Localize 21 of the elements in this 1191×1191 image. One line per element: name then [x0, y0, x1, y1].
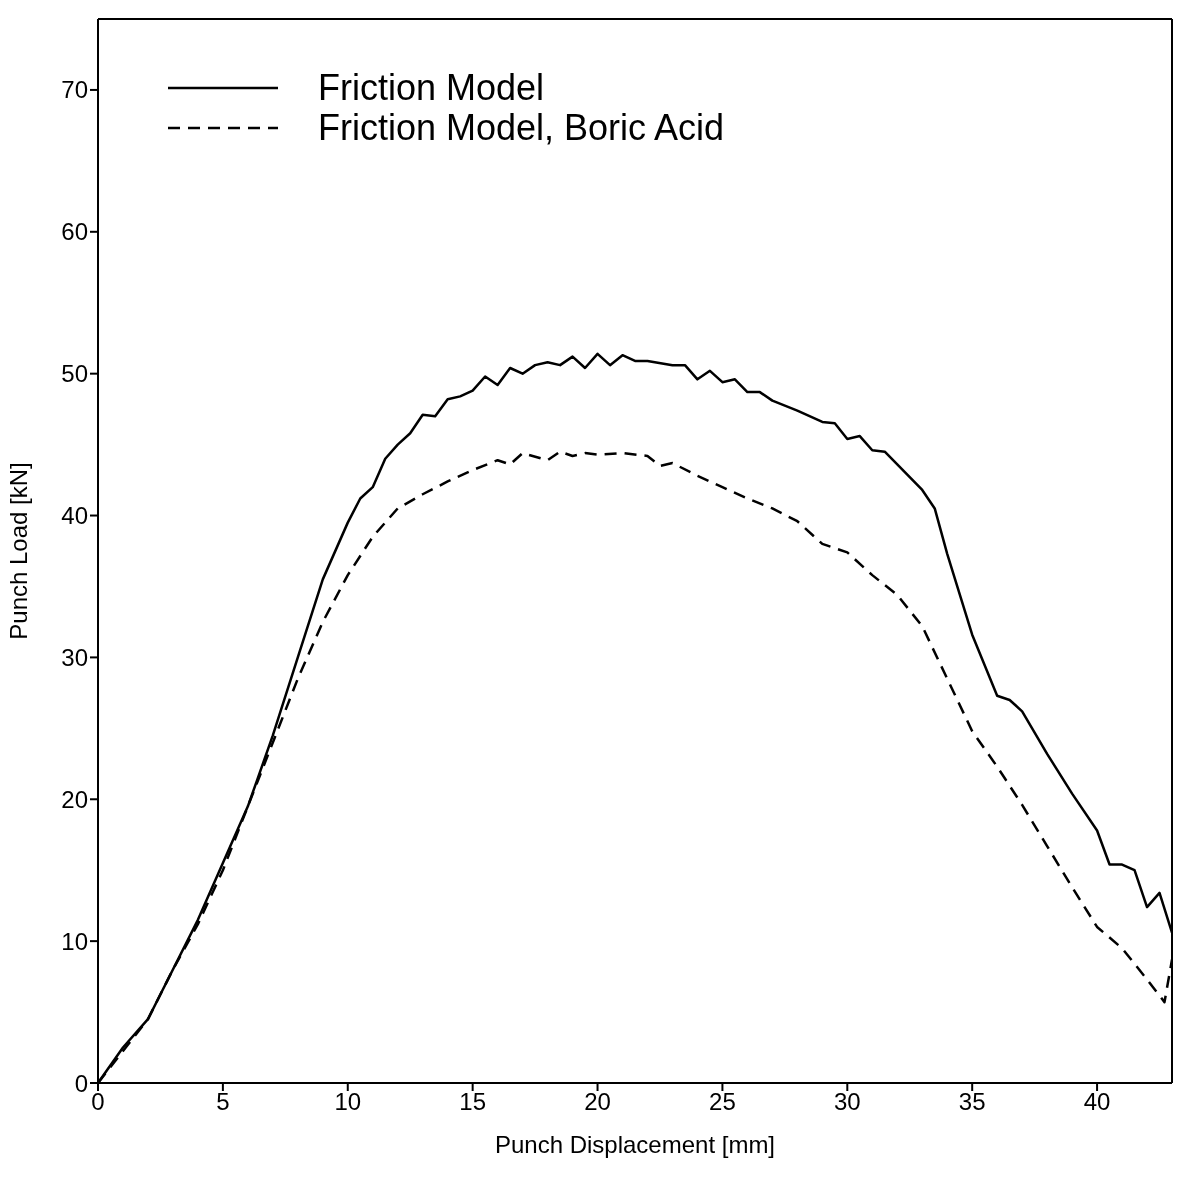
x-tick-label: 35	[958, 1088, 986, 1116]
y-tick-label: 40	[61, 502, 88, 530]
y-tick-label: 70	[61, 76, 88, 104]
x-tick-label: 40	[1083, 1088, 1111, 1116]
legend-label: Friction Model	[318, 67, 545, 108]
x-tick-label: 5	[216, 1088, 230, 1116]
x-tick-label: 10	[334, 1088, 362, 1116]
x-tick-label: 20	[584, 1088, 611, 1116]
x-tick-label: 30	[833, 1088, 861, 1116]
x-tick-label: 25	[709, 1088, 736, 1116]
y-tick-label: 20	[61, 785, 88, 813]
y-axis-title: Punch Load [kN]	[4, 462, 32, 640]
y-tick-label: 30	[61, 643, 88, 671]
x-axis-title: Punch Displacement [mm]	[494, 1131, 776, 1158]
y-tick-label: 50	[61, 360, 88, 388]
x-tick-label: 0	[91, 1088, 105, 1116]
x-tick-label: 15	[459, 1088, 486, 1116]
y-tick-label: 10	[61, 927, 88, 955]
y-tick-label: 60	[61, 218, 88, 246]
y-tick-label: 0	[74, 1069, 88, 1097]
legend-label: Friction Model, Boric Acid	[318, 107, 725, 148]
